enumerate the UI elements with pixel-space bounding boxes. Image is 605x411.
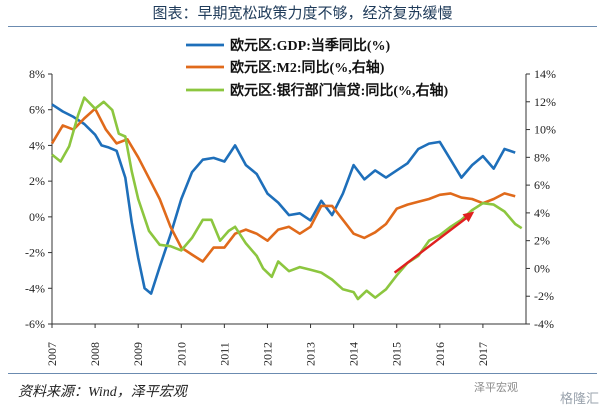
trend-arrow-head [462,211,475,223]
legend-label-0: 欧元区:GDP:当季同比(%) [230,37,391,54]
x-tick-label: 2008 [88,342,102,366]
right-tick-label: -4% [534,317,554,331]
series-line-1 [50,107,516,263]
wechat-watermark: 泽平宏观 [474,381,518,394]
right-tick-label: 6% [534,178,550,192]
left-tick-label: 6% [29,103,45,117]
x-tick-label: 2015 [390,342,404,366]
watermark-logo: 格隆汇 [559,392,599,407]
chart-title: 图表：早期宽松政策力度不够，经济复苏缓慢 [152,4,453,22]
right-tick-label: 0% [534,261,550,275]
left-tick-label: 8% [29,67,45,81]
x-tick-label: 2016 [433,342,447,366]
x-tick-label: 2017 [476,342,490,366]
right-tick-label: 12% [534,95,556,109]
series-line-2 [51,96,523,301]
x-tick-label: 2010 [174,342,188,366]
left-tick-label: -2% [25,246,45,260]
source-note: 资料来源：Wind，泽平宏观 [18,385,187,400]
x-tick-label: 2012 [260,342,274,366]
title-divider [8,26,597,27]
legend-label-2: 欧元区:银行部门信贷:同比(%,右轴) [230,82,448,99]
left-tick-label: 2% [29,174,45,188]
right-tick-label: 10% [534,123,556,137]
left-tick-label: -6% [25,317,45,331]
x-tick-label: 2014 [347,342,361,366]
trend-arrow-shaft [393,215,470,274]
right-tick-label: -2% [534,289,554,303]
left-tick-label: -4% [25,281,45,295]
left-tick-label: 0% [29,210,45,224]
right-tick-label: 2% [534,234,550,248]
left-tick-label: 4% [29,138,45,152]
series-line-0 [51,103,516,295]
right-tick-label: 14% [534,67,556,81]
footer-divider [8,373,597,374]
x-tick-label: 2011 [217,342,231,366]
x-tick-label: 2007 [45,342,59,366]
legend-label-1: 欧元区:M2:同比(%,右轴) [230,59,385,76]
right-tick-label: 8% [534,150,550,164]
x-tick-label: 2013 [304,342,318,366]
right-tick-label: 4% [534,206,550,220]
x-tick-label: 2009 [131,342,145,366]
